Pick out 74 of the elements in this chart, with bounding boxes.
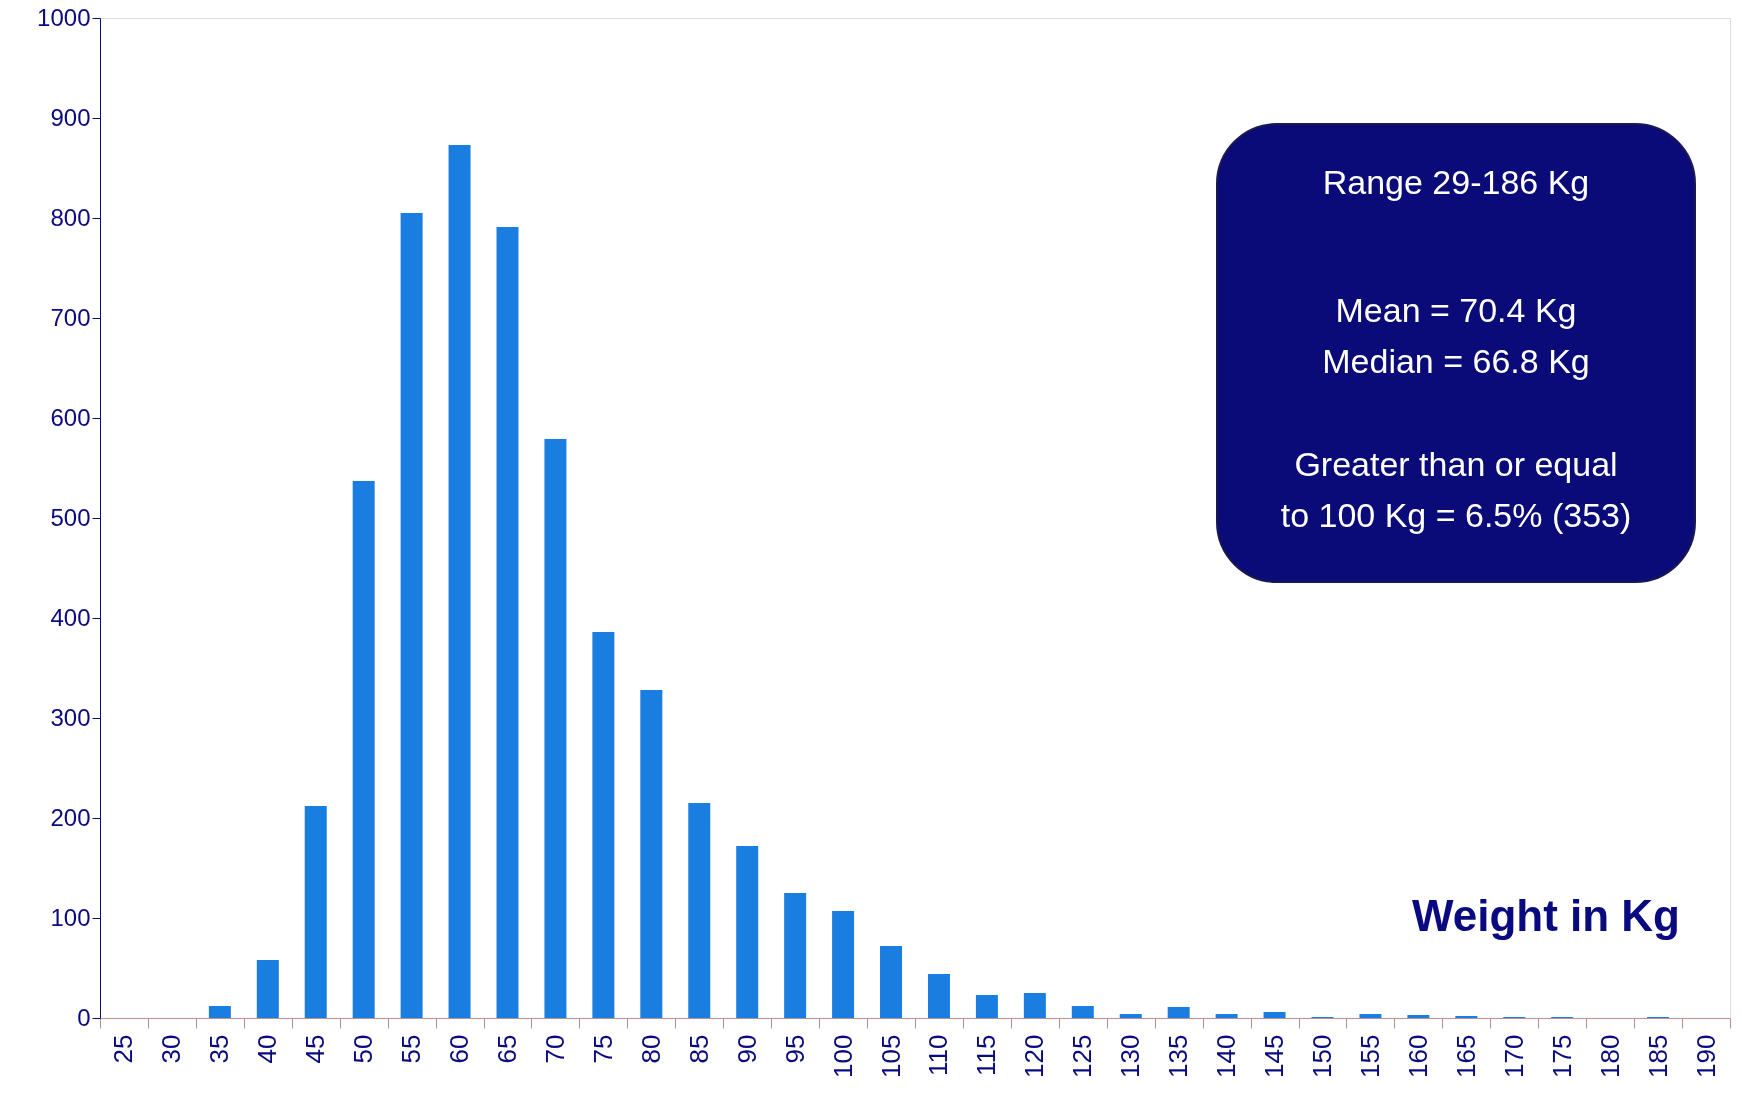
x-tick-label: 45 [300, 1034, 331, 1064]
x-tick-label: 30 [156, 1034, 187, 1064]
x-tick-label: 120 [1019, 1034, 1050, 1078]
bar [1359, 1014, 1382, 1018]
bar [496, 227, 519, 1018]
x-tick-label: 160 [1402, 1034, 1433, 1078]
x-tick-label: 55 [396, 1034, 427, 1064]
bar [352, 481, 375, 1018]
bar [1167, 1007, 1190, 1018]
y-tick-label: 400 [50, 603, 91, 631]
bar [1263, 1012, 1286, 1018]
x-tick-label: 110 [923, 1034, 954, 1076]
x-tick-label: 85 [683, 1034, 714, 1064]
annotation: Mean = 70.4 Kg Median = 66.8 Kg [1322, 291, 1590, 380]
bar [1023, 993, 1046, 1018]
y-tick-label: 300 [50, 703, 91, 731]
x-tick-label: 90 [731, 1034, 762, 1064]
bar [640, 690, 663, 1018]
y-tick-label: 600 [50, 403, 91, 431]
y-tick-label: 1000 [37, 3, 91, 31]
bar [1407, 1015, 1430, 1018]
x-tick-label: 150 [1307, 1034, 1337, 1078]
bar [975, 995, 998, 1018]
x-tick-label: 60 [444, 1034, 475, 1064]
x-tick-label: 175 [1546, 1034, 1577, 1078]
bar [1071, 1006, 1094, 1018]
annotation: Greater than or equal to 100 Kg = 6.5% (353) [1280, 445, 1632, 534]
x-tick-label: 155 [1354, 1034, 1385, 1078]
bar [592, 632, 615, 1018]
x-tick-label: 70 [539, 1034, 570, 1064]
x-tick-label: 190 [1690, 1034, 1721, 1078]
bar [256, 960, 279, 1018]
bar [208, 1006, 231, 1018]
bar [927, 974, 950, 1018]
x-tick-label: 130 [1115, 1034, 1146, 1078]
bar [544, 439, 567, 1018]
bar [304, 806, 327, 1018]
y-tick-label: 900 [50, 103, 91, 131]
x-tick-label: 185 [1642, 1034, 1673, 1078]
x-tick-label: 25 [108, 1034, 139, 1064]
bar [400, 213, 423, 1018]
x-tick-label: 40 [252, 1034, 283, 1064]
x-tick-label: 180 [1594, 1034, 1625, 1078]
x-tick-label: 140 [1211, 1034, 1242, 1078]
x-tick-label: 125 [1067, 1034, 1098, 1078]
bar [1215, 1014, 1238, 1018]
bar [784, 893, 807, 1018]
x-tick-label: 95 [779, 1034, 810, 1064]
x-tick-label: 135 [1163, 1034, 1194, 1078]
bar [880, 946, 903, 1018]
y-tick-label: 500 [50, 503, 91, 531]
y-tick-label: 100 [50, 903, 91, 931]
bar [688, 803, 711, 1018]
annotation: Range 29-186 Kg [1322, 163, 1590, 201]
bar [448, 145, 471, 1018]
x-tick-label: 100 [827, 1034, 858, 1078]
x-axis-title: Weight in Kg [1411, 891, 1680, 940]
x-tick-label: 50 [348, 1034, 379, 1064]
x-tick-label: 75 [587, 1034, 618, 1064]
x-tick-label: 35 [204, 1034, 235, 1064]
y-tick-label: 200 [50, 803, 91, 831]
bar [1119, 1014, 1142, 1018]
x-tick-label: 170 [1498, 1034, 1529, 1078]
y-tick-label: 700 [50, 303, 91, 331]
x-tick-label: 80 [635, 1034, 666, 1064]
y-tick-label: 800 [50, 203, 91, 231]
x-tick-label: 115 [971, 1034, 1002, 1076]
x-tick-label: 105 [875, 1034, 906, 1078]
bar [832, 911, 855, 1018]
bar [736, 846, 759, 1018]
x-tick-label: 65 [492, 1034, 522, 1064]
x-tick-label: 165 [1450, 1034, 1481, 1078]
y-tick-label: 0 [77, 1003, 91, 1031]
x-tick-label: 145 [1259, 1034, 1290, 1078]
